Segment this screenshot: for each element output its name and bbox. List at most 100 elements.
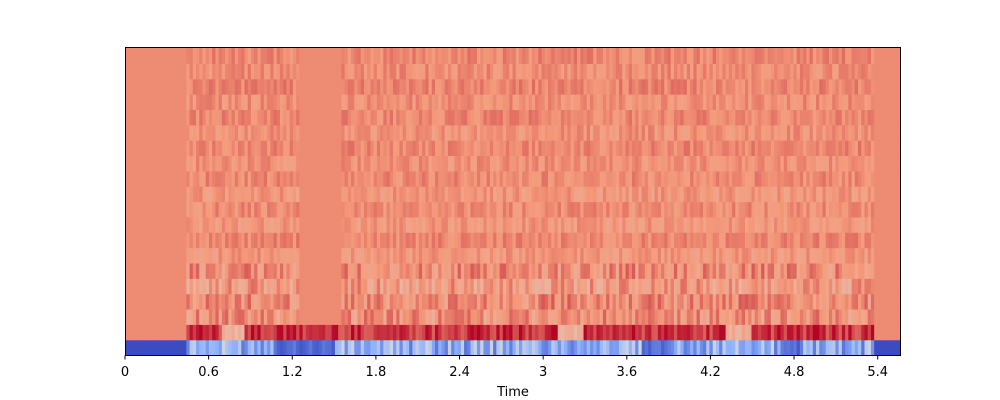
heatmap-cell: [541, 324, 546, 341]
heatmap-cell: [806, 232, 811, 249]
heatmap-cell: [677, 63, 682, 80]
heatmap-cell: [667, 109, 672, 126]
heatmap-cell: [131, 140, 136, 157]
heatmap-cell: [599, 293, 604, 310]
heatmap-cell: [506, 278, 510, 295]
heatmap-cell: [189, 201, 194, 218]
heatmap-cell: [189, 124, 194, 141]
heatmap-cell: [741, 201, 746, 218]
heatmap-cell: [874, 170, 878, 187]
heatmap-cell: [179, 48, 184, 64]
heatmap-cell: [467, 140, 472, 157]
heatmap-cell: [444, 48, 449, 64]
heatmap-cell: [677, 48, 682, 64]
heatmap-cell: [757, 278, 762, 295]
heatmap-cell: [680, 48, 685, 64]
heatmap-cell: [525, 48, 530, 64]
heatmap-cell: [373, 216, 378, 233]
heatmap-cell: [263, 308, 268, 325]
heatmap-cell: [409, 216, 413, 233]
heatmap-cell: [799, 124, 804, 141]
heatmap-cell: [525, 109, 530, 126]
heatmap-cell: [435, 262, 439, 279]
heatmap-cell: [318, 186, 323, 203]
heatmap-cell: [360, 216, 365, 233]
heatmap-cell: [393, 155, 397, 172]
heatmap-cell: [225, 324, 229, 341]
heatmap-cell: [347, 293, 352, 310]
heatmap-cell: [486, 109, 491, 126]
heatmap-cell: [150, 78, 155, 95]
heatmap-cell: [864, 308, 869, 325]
heatmap-cell: [357, 78, 362, 95]
heatmap-cell: [838, 170, 843, 187]
heatmap-cell: [619, 63, 623, 80]
heatmap-cell: [745, 48, 749, 64]
heatmap-cell: [654, 216, 659, 233]
heatmap-cell: [712, 262, 717, 279]
heatmap-cell: [761, 63, 765, 80]
heatmap-cell: [780, 324, 785, 341]
heatmap-cell: [586, 63, 591, 80]
heatmap-cell: [247, 308, 252, 325]
heatmap-cell: [893, 308, 898, 325]
heatmap-cell: [173, 48, 178, 64]
heatmap-cell: [786, 109, 791, 126]
heatmap-cell: [344, 232, 349, 249]
heatmap-cell: [280, 339, 284, 356]
heatmap-cell: [728, 155, 733, 172]
heatmap-cell: [803, 339, 807, 356]
heatmap-cell: [583, 186, 588, 203]
heatmap-cell: [864, 140, 869, 157]
heatmap-cell: [270, 278, 275, 295]
heatmap-cell: [289, 201, 294, 218]
heatmap-cell: [405, 216, 410, 233]
heatmap-cell: [877, 308, 882, 325]
heatmap-cell: [234, 308, 239, 325]
heatmap-cell: [816, 155, 820, 172]
heatmap-cell: [796, 201, 801, 218]
heatmap-cell: [686, 78, 691, 95]
heatmap-cell: [493, 324, 497, 341]
heatmap-cell: [706, 186, 711, 203]
heatmap-cell: [722, 155, 727, 172]
heatmap-cell: [667, 262, 672, 279]
heatmap-cell: [154, 63, 158, 80]
heatmap-cell: [596, 155, 601, 172]
heatmap-cell: [719, 186, 723, 203]
heatmap-cell: [473, 170, 478, 187]
heatmap-cell: [418, 170, 423, 187]
heatmap-cell: [347, 48, 352, 64]
heatmap-cell: [486, 308, 491, 325]
heatmap-cell: [677, 170, 682, 187]
heatmap-cell: [280, 308, 284, 325]
heatmap-cell: [680, 278, 685, 295]
heatmap-cell: [557, 262, 562, 279]
heatmap-cell: [212, 109, 217, 126]
heatmap-cell: [887, 63, 891, 80]
heatmap-cell: [764, 324, 769, 341]
heatmap-cell: [680, 232, 685, 249]
heatmap-cell: [247, 78, 252, 95]
heatmap-cell: [247, 293, 252, 310]
heatmap-cell: [393, 63, 397, 80]
heatmap-cell: [538, 339, 543, 356]
heatmap-cell: [774, 232, 778, 249]
heatmap-cell: [641, 324, 646, 341]
heatmap-cell: [212, 140, 217, 157]
plot-frame: [125, 47, 901, 356]
heatmap-cell: [496, 216, 501, 233]
heatmap-cell: [880, 170, 885, 187]
heatmap-cell: [790, 232, 795, 249]
heatmap-cell: [196, 232, 200, 249]
heatmap-cell: [241, 278, 246, 295]
heatmap-cell: [312, 308, 317, 325]
heatmap-cell: [363, 339, 368, 356]
heatmap-cell: [557, 308, 562, 325]
heatmap-cell: [309, 155, 313, 172]
heatmap-cell: [757, 216, 762, 233]
heatmap-cell: [425, 262, 430, 279]
heatmap-cell: [354, 247, 359, 264]
heatmap-cell: [867, 63, 872, 80]
heatmap-cell: [179, 155, 184, 172]
